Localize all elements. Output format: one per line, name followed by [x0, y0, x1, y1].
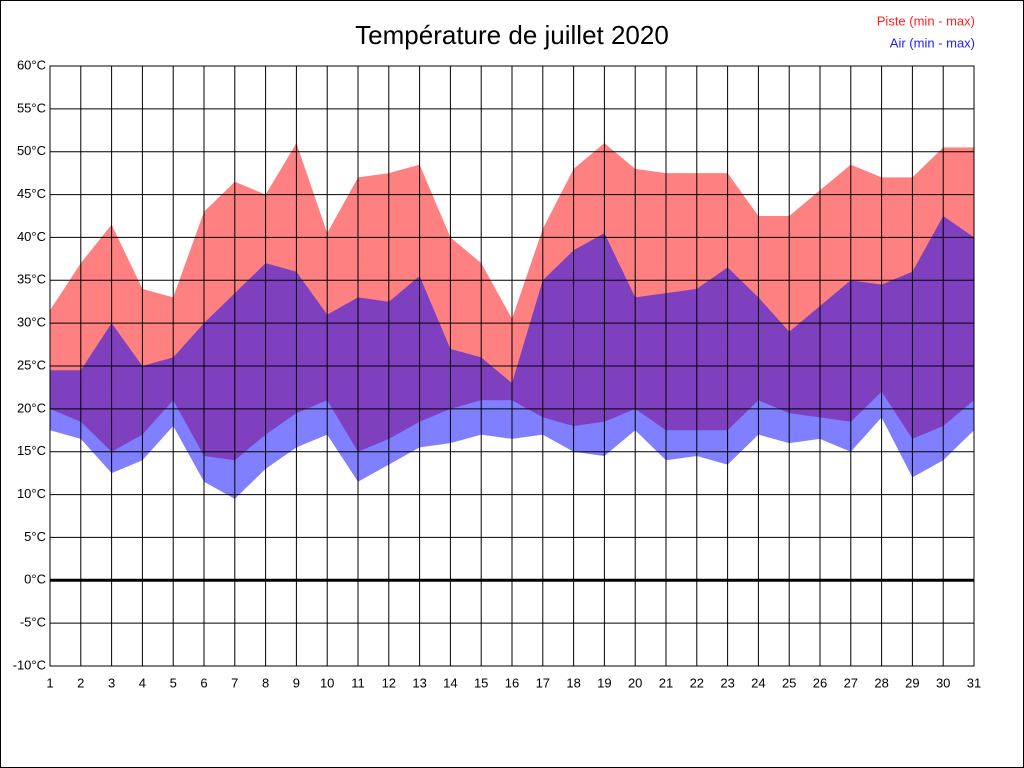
x-tick-label: 18 — [566, 675, 580, 690]
y-tick-label: 25°C — [17, 357, 46, 372]
x-tick-label: 29 — [905, 675, 919, 690]
x-tick-label: 2 — [77, 675, 84, 690]
x-tick-label: 25 — [782, 675, 796, 690]
y-tick-label: -10°C — [13, 657, 46, 672]
x-tick-label: 11 — [351, 675, 365, 690]
y-tick-label: 50°C — [17, 143, 46, 158]
x-tick-label: 4 — [139, 675, 146, 690]
x-tick-label: 16 — [505, 675, 519, 690]
y-tick-label: 35°C — [17, 272, 46, 287]
x-tick-label: 21 — [659, 675, 673, 690]
x-tick-label: 9 — [293, 675, 300, 690]
y-tick-label: 60°C — [17, 57, 46, 72]
x-tick-label: 15 — [474, 675, 488, 690]
y-tick-label: 0°C — [24, 572, 46, 587]
legend-entry: Piste (min - max) — [877, 13, 975, 28]
y-tick-label: 10°C — [17, 486, 46, 501]
legend-entry: Air (min - max) — [890, 35, 975, 50]
y-tick-label: 20°C — [17, 400, 46, 415]
x-tick-label: 7 — [231, 675, 238, 690]
x-tick-label: 8 — [262, 675, 269, 690]
x-tick-label: 28 — [874, 675, 888, 690]
y-tick-label: 40°C — [17, 229, 46, 244]
x-tick-label: 19 — [597, 675, 611, 690]
y-tick-label: 30°C — [17, 315, 46, 330]
x-tick-label: 17 — [536, 675, 550, 690]
x-tick-label: 14 — [443, 675, 457, 690]
x-tick-label: 12 — [382, 675, 396, 690]
x-tick-label: 6 — [200, 675, 207, 690]
y-tick-label: 15°C — [17, 443, 46, 458]
x-tick-label: 27 — [844, 675, 858, 690]
x-tick-label: 13 — [412, 675, 426, 690]
x-tick-label: 5 — [170, 675, 177, 690]
plot-frame — [49, 65, 975, 667]
x-tick-label: 24 — [751, 675, 765, 690]
chart-title: Température de juillet 2020 — [355, 20, 669, 50]
x-tick-label: 23 — [720, 675, 734, 690]
x-tick-label: 20 — [628, 675, 642, 690]
x-tick-label: 30 — [936, 675, 950, 690]
y-tick-label: 45°C — [17, 186, 46, 201]
x-tick-label: 31 — [967, 675, 981, 690]
y-tick-label: 5°C — [24, 529, 46, 544]
x-tick-label: 3 — [108, 675, 115, 690]
x-tick-label: 22 — [690, 675, 704, 690]
y-tick-label: 55°C — [17, 100, 46, 115]
x-tick-label: 1 — [46, 675, 53, 690]
x-tick-label: 26 — [813, 675, 827, 690]
x-tick-label: 10 — [320, 675, 334, 690]
y-tick-label: -5°C — [20, 615, 46, 630]
range-area — [50, 216, 974, 499]
